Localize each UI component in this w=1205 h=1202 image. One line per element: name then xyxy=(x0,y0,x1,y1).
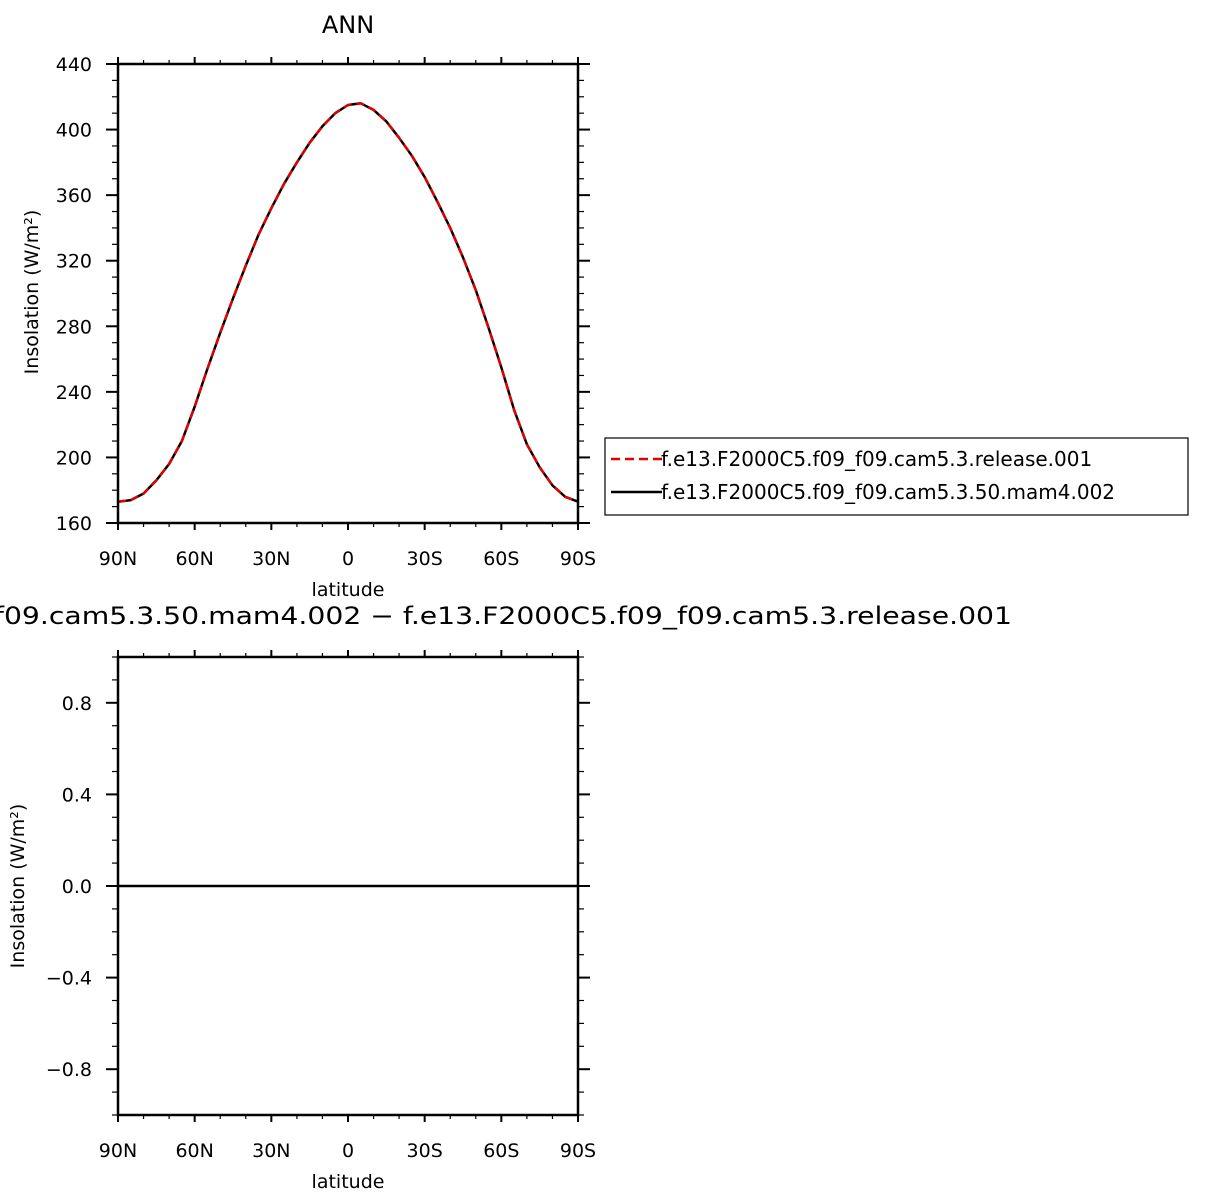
y-tick-label: 440 xyxy=(56,54,92,76)
legend-label-mam4: f.e13.F2000C5.f09_f09.cam5.3.50.mam4.002 xyxy=(661,480,1115,504)
x-tick-label: 60S xyxy=(483,1140,519,1162)
y-tick-label: 320 xyxy=(56,251,92,273)
legend-box xyxy=(604,437,1189,516)
y-axis-label: Insolation (W/m²) xyxy=(7,804,29,969)
y-tick-label: 200 xyxy=(56,447,92,469)
legend-label-release: f.e13.F2000C5.f09_f09.cam5.3.release.001 xyxy=(661,447,1092,471)
y-tick-label: 240 xyxy=(56,382,92,404)
x-tick-label: 0 xyxy=(342,1140,354,1162)
chart-title: ANN xyxy=(322,11,374,39)
y-tick-label: 0.8 xyxy=(62,693,92,715)
plot-frame xyxy=(116,62,580,525)
plot-frame xyxy=(116,655,580,1117)
chart-panel-difference: f.e13.F2000C5.f09_f09.cam5.3.50.mam4.002… xyxy=(0,602,1012,1193)
y-tick-label: 360 xyxy=(56,185,92,207)
series-line-0 xyxy=(117,102,579,503)
y-axis-label: Insolation (W/m²) xyxy=(21,210,43,375)
x-tick-label: 90N xyxy=(99,548,137,570)
chart-panel-annual: ANN Insolation (W/m²) latitude 90N 60N 30N… xyxy=(21,11,596,601)
series-line-1 xyxy=(117,102,579,503)
y-tick-label: 0.0 xyxy=(62,876,92,898)
x-tick-label: 30S xyxy=(407,1140,443,1162)
y-tick-label: 400 xyxy=(56,120,92,142)
x-tick-label: 60S xyxy=(483,548,519,570)
x-tick-label: 30S xyxy=(407,548,443,570)
legend: f.e13.F2000C5.f09_f09.cam5.3.release.001… xyxy=(604,437,1189,516)
axis-ticks: 90N 60N 30N 0 30S 60S 90S 160 200 240 280 320 360 400… xyxy=(56,54,596,570)
x-tick-label: 30N xyxy=(252,548,290,570)
x-tick-label: 0 xyxy=(342,548,354,570)
plot-lines xyxy=(117,102,579,503)
x-tick-label: 60N xyxy=(175,548,213,570)
axis-ticks: 90N 60N 30N 0 30S 60S 90S −0.8 −0.4 0.0 0.4 0.8 xyxy=(46,650,596,1162)
y-tick-label: 280 xyxy=(56,316,92,338)
y-tick-label: 0.4 xyxy=(62,784,92,806)
x-tick-label: 60N xyxy=(175,1140,213,1162)
x-axis-label: latitude xyxy=(312,579,385,601)
y-tick-label: −0.4 xyxy=(46,968,92,990)
x-tick-label: 90S xyxy=(560,548,596,570)
difference-title: f.e13.F2000C5.f09_f09.cam5.3.50.mam4.002… xyxy=(0,602,1012,630)
x-axis-label: latitude xyxy=(312,1171,385,1193)
x-tick-label: 90S xyxy=(560,1140,596,1162)
y-tick-label: −0.8 xyxy=(46,1059,92,1081)
x-tick-label: 30N xyxy=(252,1140,290,1162)
x-tick-label: 90N xyxy=(99,1140,137,1162)
y-tick-label: 160 xyxy=(56,513,92,535)
